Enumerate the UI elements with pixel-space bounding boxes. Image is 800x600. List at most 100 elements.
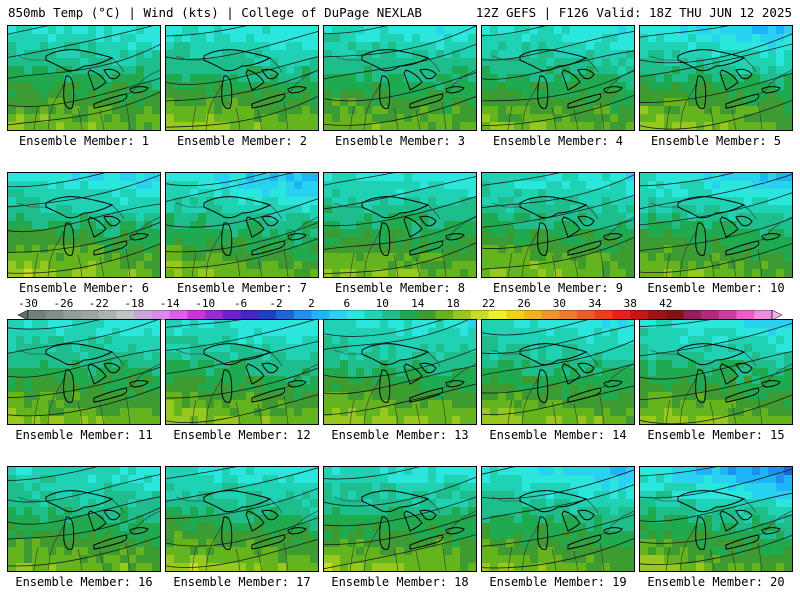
ensemble-member-panel	[323, 25, 477, 131]
colorbar-tick-labels: -30 -26 -22 -18 -14 -10 -6 -2 2 6 10 14 18 22 26 30 34 38…	[0, 297, 800, 311]
temperature-map	[324, 173, 476, 277]
colorbar-segment	[701, 310, 720, 320]
ensemble-member-label: Ensemble Member: 16	[15, 575, 153, 589]
colorbar-tick-label: -10	[195, 297, 216, 310]
colorbar-segment	[98, 310, 117, 320]
colorbar-segment	[276, 310, 295, 320]
ensemble-member-label: Ensemble Member: 12	[173, 428, 311, 442]
colorbar-tick-label: 34	[588, 297, 602, 310]
ensemble-member-label: Ensemble Member: 11	[15, 428, 153, 442]
colorbar-tick-label: 2	[308, 297, 315, 310]
ensemble-member-panel	[165, 466, 319, 572]
ensemble-member-label: Ensemble Member: 6	[18, 281, 150, 295]
ensemble-member-label: Ensemble Member: 20	[647, 575, 785, 589]
colorbar-segment	[364, 310, 383, 320]
ensemble-member-panel	[7, 319, 161, 425]
colorbar-segment	[559, 310, 578, 320]
colorbar-tick-label: 14	[411, 297, 425, 310]
ensemble-member-panel	[481, 25, 635, 131]
temperature-map	[324, 467, 476, 571]
ensemble-member-panel	[639, 172, 793, 278]
ensemble-member-panel	[165, 319, 319, 425]
colorbar-segment	[488, 310, 507, 320]
colorbar-segment	[612, 310, 631, 320]
ensemble-member-label: Ensemble Member: 10	[647, 281, 785, 295]
ensemble-member-label: Ensemble Member: 2	[176, 134, 308, 148]
colorbar-segment	[594, 310, 613, 320]
temperature-map	[166, 467, 318, 571]
colorbar-tick-label: -14	[159, 297, 180, 310]
ensemble-member-label: Ensemble Member: 14	[489, 428, 627, 442]
ensemble-member-label: Ensemble Member: 18	[331, 575, 469, 589]
colorbar-segment	[187, 310, 206, 320]
chart-title-right: 12Z GEFS | F126 Valid: 18Z THU JUN 12 20…	[475, 5, 792, 20]
colorbar-tick-label: 38	[623, 297, 637, 310]
temperature-map	[324, 320, 476, 424]
ensemble-member-label: Ensemble Member: 19	[489, 575, 627, 589]
temperature-map	[640, 173, 792, 277]
temperature-map	[482, 467, 634, 571]
colorbar-tick-label: -6	[233, 297, 248, 310]
temperature-map	[640, 26, 792, 130]
ensemble-member-label: Ensemble Member: 8	[334, 281, 466, 295]
ensemble-member-panel	[481, 466, 635, 572]
temperature-map	[482, 26, 634, 130]
colorbar-tick-label: 22	[481, 297, 496, 310]
colorbar-tick-label: -30	[18, 297, 38, 310]
ensemble-member-panel	[639, 466, 793, 572]
ensemble-member-panel	[323, 172, 477, 278]
ensemble-member-panel	[639, 319, 793, 425]
colorbar-tick-label: -18	[124, 297, 145, 310]
temperature-map	[482, 173, 634, 277]
temperature-map	[8, 173, 160, 277]
colorbar-tick-label: 42	[659, 297, 673, 310]
temperature-colorbar	[18, 310, 782, 320]
ensemble-member-label: Ensemble Member: 13	[331, 428, 469, 442]
ensemble-member-panel	[165, 25, 319, 131]
colorbar-tick-label: 10	[375, 297, 389, 310]
ensemble-member-panel	[7, 172, 161, 278]
ensemble-member-panel	[7, 25, 161, 131]
ensemble-member-label: Ensemble Member: 15	[647, 428, 785, 442]
colorbar-segment	[258, 310, 277, 320]
ensemble-member-panel	[481, 172, 635, 278]
colorbar-segment	[524, 310, 543, 320]
colorbar-segment	[240, 310, 259, 320]
colorbar-segment	[453, 310, 472, 320]
colorbar-segment	[665, 310, 684, 320]
colorbar-segment	[648, 310, 667, 320]
ensemble-member-label: Ensemble Member: 1	[18, 134, 150, 148]
colorbar-segment	[382, 310, 401, 320]
colorbar-segment	[736, 310, 755, 320]
colorbar-segment	[134, 310, 153, 320]
ensemble-member-panel	[639, 25, 793, 131]
colorbar-segment	[205, 310, 224, 320]
ensemble-member-label: Ensemble Member: 3	[334, 134, 466, 148]
ensemble-member-label: Ensemble Member: 7	[176, 281, 308, 295]
colorbar-segment	[222, 310, 241, 320]
colorbar-segment	[28, 310, 47, 320]
colorbar-tick-label: 26	[517, 297, 531, 310]
colorbar-tick-label: -22	[88, 297, 109, 310]
colorbar-segment	[718, 310, 737, 320]
chart-title-left: 850mb Temp (°C) | Wind (kts) | College o…	[8, 5, 422, 20]
ensemble-member-label: Ensemble Member: 9	[492, 281, 624, 295]
temperature-map	[8, 467, 160, 571]
ensemble-member-label: Ensemble Member: 17	[173, 575, 311, 589]
ensemble-member-panel	[481, 319, 635, 425]
colorbar-segment	[63, 310, 82, 320]
colorbar-segment	[577, 310, 596, 320]
colorbar-segment	[630, 310, 649, 320]
colorbar-segment	[506, 310, 525, 320]
colorbar-segment	[152, 310, 171, 320]
temperature-map	[166, 173, 318, 277]
colorbar-tick-label: 6	[343, 297, 351, 310]
temperature-map	[166, 320, 318, 424]
colorbar-segment	[311, 310, 330, 320]
ensemble-member-panel	[165, 172, 319, 278]
colorbar-tick-label: -2	[269, 297, 283, 310]
colorbar-tick-label: 18	[446, 297, 460, 310]
temperature-map	[8, 26, 160, 130]
colorbar-segment	[81, 310, 100, 320]
colorbar-segment	[169, 310, 188, 320]
